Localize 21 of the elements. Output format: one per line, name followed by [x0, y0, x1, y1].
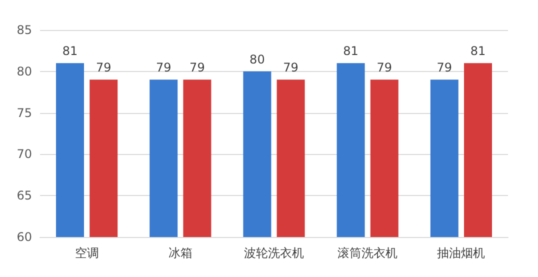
- x-tick-label: 抽油烟机: [437, 246, 486, 260]
- data-label: 79: [283, 60, 298, 75]
- data-label: 81: [343, 44, 358, 58]
- data-label: 81: [62, 44, 78, 58]
- x-tick-label: 滚筒洗衣机: [338, 246, 398, 260]
- y-tick-label: 65: [16, 188, 32, 203]
- data-label: 79: [156, 60, 172, 75]
- data-label: 79: [376, 60, 392, 75]
- y-tick-label: 70: [16, 147, 32, 162]
- y-tick-label: 75: [16, 106, 32, 120]
- y-tick-label: 85: [16, 23, 32, 37]
- x-tick-label: 空调: [74, 246, 99, 260]
- y-tick-label: 80: [16, 64, 32, 78]
- data-label: 80: [250, 52, 265, 66]
- x-tick-label: 波轮洗衣机: [244, 246, 304, 260]
- data-label: 81: [470, 44, 486, 58]
- data-label: 79: [96, 60, 112, 75]
- y-tick-label: 60: [16, 230, 32, 244]
- data-label: 79: [436, 60, 452, 75]
- x-tick-label: 冰箱: [168, 246, 192, 260]
- data-label: 79: [190, 60, 205, 75]
